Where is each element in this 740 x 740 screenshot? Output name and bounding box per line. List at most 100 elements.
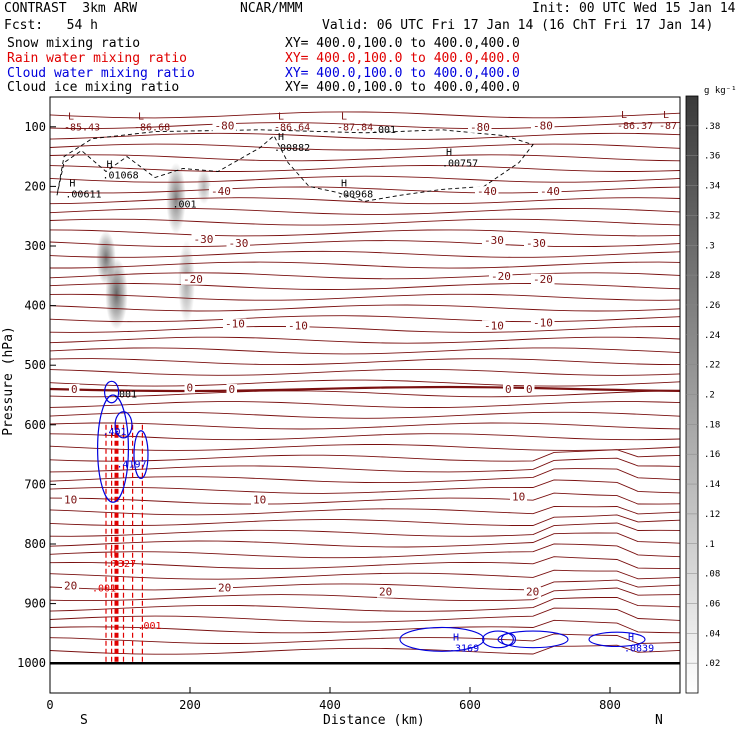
extremum-mark: H — [69, 178, 75, 189]
contour-label-bg — [475, 186, 499, 198]
temperature-contour — [49, 514, 681, 526]
contour-label-bg — [181, 273, 205, 285]
colorbar-tick-label: .34 — [704, 182, 720, 192]
temperature-contour-label: -30 — [526, 237, 546, 250]
extremum-mark: L — [341, 112, 347, 123]
legend-snow-xy: XY= 400.0,100.0 to 400.0,400.0 — [285, 36, 520, 51]
contour-label-bg — [216, 582, 233, 594]
extremum-value: -86.37 — [617, 121, 653, 132]
cloud-water-contour — [588, 631, 646, 648]
contour-label-bg — [531, 273, 555, 285]
temperature-contour-label: -10 — [484, 319, 504, 332]
temperature-contour — [49, 401, 681, 408]
y-axis-label: Pressure (hPa) — [0, 326, 16, 436]
snow-shading — [178, 240, 195, 324]
y-tick-label: 100 — [24, 120, 46, 134]
temperature-contour-label: -30 — [194, 233, 214, 246]
temperature-contour-label: 10 — [253, 493, 266, 506]
cloud-water-contour — [497, 630, 569, 649]
temperature-contour-label: 20 — [218, 582, 231, 595]
temperature-contour — [49, 315, 681, 323]
colorbar-tick-label: .02 — [704, 659, 720, 669]
cloud-water-contour — [500, 632, 517, 646]
colorbar-tick-label: .38 — [704, 122, 720, 132]
temperature-contour — [49, 505, 681, 516]
temperature-contour-label: -10 — [288, 319, 308, 332]
temperature-contour — [49, 229, 681, 237]
colorbar-tick-label: .24 — [704, 331, 720, 341]
temperature-contour — [50, 261, 681, 269]
freezing-level-contour — [49, 385, 681, 393]
temperature-contour — [49, 390, 681, 398]
contour-label-bg — [531, 120, 555, 132]
contour-label-bg — [223, 318, 247, 330]
temperature-contour — [49, 347, 681, 355]
mixing-ratio-label: .4197 — [117, 460, 147, 471]
temperature-contour — [49, 411, 681, 419]
y-tick-label: 800 — [24, 537, 46, 551]
mixing-ratio-label: .401 — [103, 427, 127, 438]
extremum-mark: L — [663, 110, 669, 121]
temperature-contour — [49, 250, 681, 258]
temperature-contour — [49, 143, 681, 151]
temperature-contour-label: -20 — [491, 270, 511, 283]
cloud-water-contour — [96, 394, 129, 503]
cloud-water-contour — [114, 411, 133, 439]
temperature-contour — [49, 619, 681, 634]
temperature-contour — [49, 379, 681, 387]
contour-label-bg — [489, 270, 513, 282]
cloud-water-contour — [482, 630, 514, 649]
y-tick-label: 500 — [24, 358, 46, 372]
temperature-contour — [49, 433, 681, 441]
y-tick-label: 700 — [24, 477, 46, 491]
extremum-mark: H — [110, 548, 116, 559]
x-tick-label: 400 — [319, 698, 341, 712]
temperature-contour-label: 20 — [526, 586, 539, 599]
snow-shading — [105, 257, 128, 330]
legend-cloudwater-label: Cloud water mixing ratio — [7, 66, 195, 81]
cloud-water-contour — [399, 626, 485, 652]
contour-label-bg — [468, 121, 492, 133]
extremum-value: .0839 — [624, 644, 654, 655]
temperature-contour — [49, 186, 681, 194]
mixing-ratio-label: .001 — [173, 199, 197, 210]
temperature-contour — [49, 283, 681, 290]
legend-rain-xy: XY= 400.0,100.0 to 400.0,400.0 — [285, 51, 520, 66]
colorbar-tick-label: .26 — [704, 301, 720, 311]
temperature-contour — [49, 293, 681, 301]
temperature-contour — [49, 122, 681, 130]
legend-cloudice-label: Cloud ice mixing ratio — [7, 80, 180, 95]
temperature-contour — [49, 556, 680, 569]
legend-rain-label: Rain water mixing ratio — [7, 51, 188, 66]
colorbar-tick-label: .1 — [704, 540, 715, 550]
x-tick-label: 200 — [179, 698, 201, 712]
extremum-mark: L — [68, 112, 74, 123]
extremum-mark: H — [628, 633, 634, 644]
temperature-contour — [49, 449, 681, 462]
temperature-contour-label: -30 — [484, 234, 504, 247]
temperature-contour — [49, 326, 680, 333]
temperature-contour-label: -80 — [533, 120, 553, 133]
extremum-value: -85.43 — [64, 123, 100, 134]
colorbar-unit: g kg⁻¹ — [704, 86, 737, 96]
extremum-value: -86.68 — [134, 123, 170, 134]
contour-label-bg — [531, 317, 555, 329]
temperature-contour-label: 10 — [512, 490, 525, 503]
y-tick-label: 200 — [24, 179, 46, 193]
colorbar-tick-label: .06 — [704, 599, 720, 609]
temperature-contour — [49, 457, 681, 473]
contour-label-bg — [191, 233, 215, 245]
init-time: Init: 00 UTC Wed 15 Jan 14 — [532, 1, 736, 16]
colorbar-tick-label: .14 — [704, 480, 720, 490]
extremum-mark: H — [107, 159, 113, 170]
colorbar-tick-label: .28 — [704, 271, 720, 281]
cloud-water-contour — [103, 380, 120, 404]
valid-time: Valid: 06 UTC Fri 17 Jan 14 (16 ChT Fri … — [322, 18, 714, 33]
temperature-contour — [49, 607, 681, 623]
contour-label-bg — [62, 580, 79, 592]
temperature-contour — [49, 569, 681, 580]
temperature-contour — [49, 218, 681, 226]
legend-snow-label: Snow mixing ratio — [7, 36, 141, 51]
temperature-contour — [49, 633, 681, 644]
extremum-value: .00968 — [337, 189, 373, 200]
